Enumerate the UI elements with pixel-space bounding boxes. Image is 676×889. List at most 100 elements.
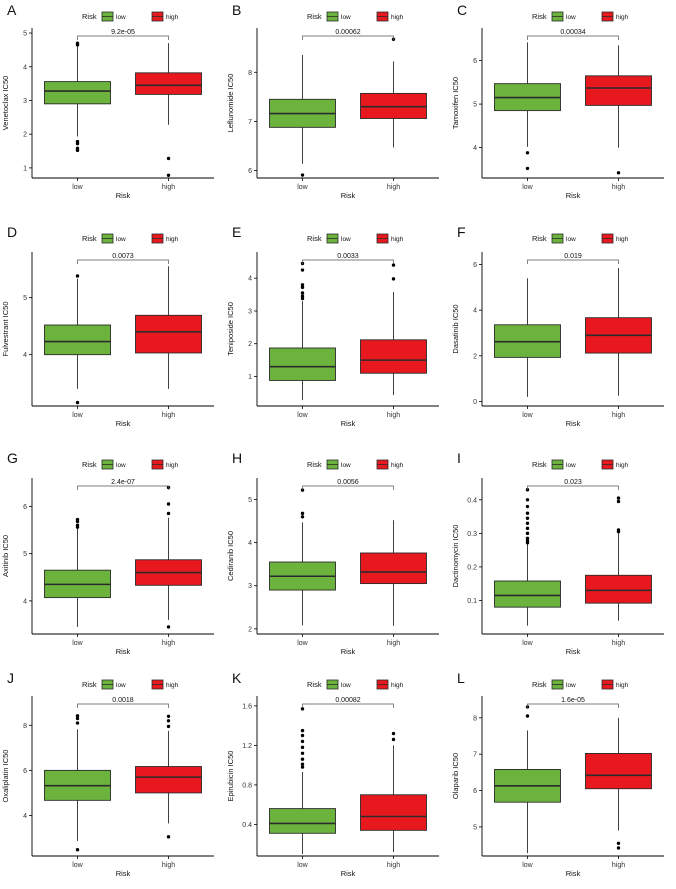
x-tick-label-low: low <box>522 412 533 419</box>
legend-title: Risk <box>82 680 97 689</box>
legend-label-low: low <box>341 462 351 469</box>
y-tick-label: 5 <box>248 497 252 504</box>
y-tick-label: 4 <box>473 145 477 152</box>
outlier-point <box>300 291 305 295</box>
y-tick-label: 6 <box>248 168 252 175</box>
box-high <box>135 266 202 389</box>
outlier-point <box>525 526 530 531</box>
y-tick-label: 4 <box>23 813 27 820</box>
y-tick-label: 6 <box>473 58 477 65</box>
outlier-point <box>75 43 80 47</box>
box-high <box>135 485 202 629</box>
x-axis-title: Risk <box>566 419 581 428</box>
legend-title: Risk <box>82 12 97 21</box>
outlier-point <box>75 847 80 852</box>
x-axis-title: Risk <box>341 869 356 878</box>
y-axis-title: Dasatinib IC50 <box>451 304 460 353</box>
y-axis-title: Cediranib IC50 <box>226 531 235 581</box>
y-tick-label: 5 <box>23 295 27 302</box>
y-axis-title: Venetoclax IC50 <box>1 76 10 131</box>
p-value-label: 0.0033 <box>337 253 359 260</box>
legend-title: Risk <box>82 234 97 243</box>
x-tick-label-high: high <box>387 184 400 191</box>
legend-label-high: high <box>166 682 179 689</box>
legend-label-low: low <box>566 462 576 469</box>
significance-bracket <box>527 703 619 708</box>
significance-bracket <box>527 485 619 490</box>
y-tick-label: 2 <box>248 341 252 348</box>
outlier-point <box>75 148 80 153</box>
p-value-label: 0.0018 <box>112 697 134 704</box>
y-tick-label: 1 <box>248 374 252 381</box>
outlier-point <box>75 714 80 718</box>
box-high <box>135 714 202 839</box>
outlier-point <box>166 714 171 718</box>
y-tick-label: 6 <box>23 768 27 775</box>
x-axis-title: Risk <box>116 869 131 878</box>
panel-label: C <box>457 2 467 18</box>
x-tick-label-high: high <box>612 184 625 191</box>
y-tick-label: 1.2 <box>242 743 252 750</box>
y-tick-label: 5 <box>23 551 27 558</box>
y-tick-label: 4 <box>23 598 27 605</box>
box-high <box>360 731 427 853</box>
outlier-point <box>300 296 305 301</box>
outlier-point <box>616 499 621 504</box>
y-tick-label: 2 <box>248 626 252 633</box>
y-tick-label: 0 <box>473 399 477 406</box>
outlier-point <box>616 841 621 845</box>
outlier-point <box>616 529 621 534</box>
outlier-point <box>166 511 171 516</box>
panel-k: K Risk low high 0.4 0.8 1.2 1.6 Epirubicin IC50 l… <box>226 670 439 878</box>
panel-c: C Risk low high 4 5 6 Tamoxifen IC50 low high Risk… <box>451 2 664 200</box>
x-tick-label-high: high <box>162 412 175 419</box>
y-axis-title: Oxaliplatin IC50 <box>1 750 10 803</box>
box-low <box>269 261 336 401</box>
outlier-point <box>300 283 305 287</box>
box-low <box>494 278 561 397</box>
outlier-point <box>75 400 80 405</box>
outlier-point <box>75 141 80 146</box>
box-high <box>585 267 652 396</box>
y-tick-label: 8 <box>23 723 27 730</box>
p-value-label: 0.0056 <box>337 479 359 486</box>
significance-bracket <box>302 259 394 264</box>
iqr-box <box>44 81 111 105</box>
y-tick-label: 8 <box>248 70 252 77</box>
outlier-point <box>166 719 171 723</box>
outlier-point <box>525 504 530 509</box>
box-high <box>585 717 652 850</box>
x-tick-label-high: high <box>162 862 175 869</box>
y-tick-label: 0.3 <box>467 531 477 538</box>
y-axis-title: Epirubicin IC50 <box>226 751 235 802</box>
iqr-box <box>135 314 202 354</box>
y-tick-label: 8 <box>473 715 477 722</box>
y-tick-label: 4 <box>473 308 477 315</box>
y-tick-label: 1.6 <box>242 703 252 710</box>
x-tick-label-high: high <box>612 862 625 869</box>
iqr-box <box>585 753 652 790</box>
significance-bracket <box>77 485 169 490</box>
y-tick-label: 3 <box>248 308 252 315</box>
outlier-point <box>525 521 530 525</box>
y-axis-title: Leflunomide IC50 <box>226 74 235 133</box>
outlier-point <box>166 835 171 839</box>
p-value-label: 0.019 <box>564 253 582 260</box>
outlier-point <box>391 731 396 736</box>
y-tick-label: 0.1 <box>467 598 477 605</box>
panel-g: G Risk low high 4 5 6 Axitinib IC50 low high Risk 2… <box>1 450 214 656</box>
legend-label-high: high <box>166 236 179 243</box>
panel-label: E <box>232 224 241 240</box>
outlier-point <box>300 757 305 761</box>
legend-label-low: low <box>566 236 576 243</box>
iqr-box <box>494 580 561 608</box>
iqr-box <box>44 324 111 356</box>
y-tick-label: 0.4 <box>467 497 477 504</box>
outlier-point <box>75 519 80 524</box>
outlier-point <box>525 498 530 502</box>
x-axis-title: Risk <box>566 647 581 656</box>
p-value-label: 0.00062 <box>335 29 360 36</box>
legend-label-low: low <box>566 14 576 21</box>
x-axis-title: Risk <box>566 191 581 200</box>
